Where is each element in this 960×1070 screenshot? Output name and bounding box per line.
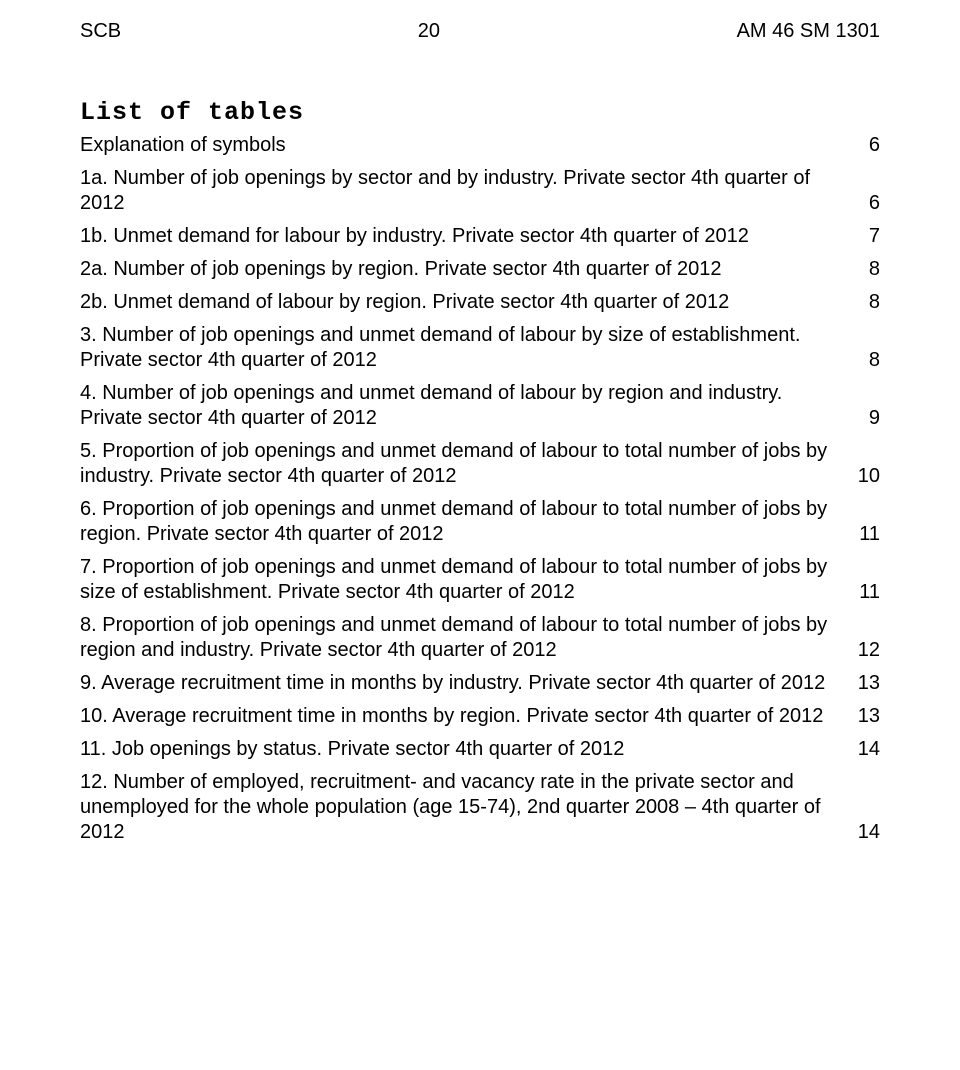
toc-entry-page: 13 xyxy=(840,671,880,696)
toc-entry-text: 9. Average recruitment time in months by… xyxy=(80,671,840,696)
toc-entry: 5. Proportion of job openings and unmet … xyxy=(80,439,880,489)
toc-entry-page: 6 xyxy=(840,133,880,158)
toc-entry-text: 7. Proportion of job openings and unmet … xyxy=(80,555,840,605)
toc-entry: 9. Average recruitment time in months by… xyxy=(80,671,880,696)
toc-entry-text: 12. Number of employed, recruitment- and… xyxy=(80,770,840,845)
toc-entry: Explanation of symbols 6 xyxy=(80,133,880,158)
header-right: AM 46 SM 1301 xyxy=(737,20,880,43)
toc-entry-text: Explanation of symbols xyxy=(80,133,840,158)
toc-entry-page: 6 xyxy=(840,191,880,216)
toc-entry-text: 10. Average recruitment time in months b… xyxy=(80,704,840,729)
toc-entry: 8. Proportion of job openings and unmet … xyxy=(80,613,880,663)
toc-entry-page: 11 xyxy=(840,580,880,605)
toc-entry-page: 12 xyxy=(840,638,880,663)
toc-entry-page: 14 xyxy=(840,737,880,762)
toc-entry-text: 6. Proportion of job openings and unmet … xyxy=(80,497,840,547)
toc-entry: 2b. Unmet demand of labour by region. Pr… xyxy=(80,290,880,315)
toc-entry-page: 14 xyxy=(840,820,880,845)
toc-entry-page: 8 xyxy=(840,290,880,315)
toc-entry: 7. Proportion of job openings and unmet … xyxy=(80,555,880,605)
toc-entry-text: 11. Job openings by status. Private sect… xyxy=(80,737,840,762)
toc-entry-text: 1a. Number of job openings by sector and… xyxy=(80,166,840,216)
page-header: SCB 20 AM 46 SM 1301 xyxy=(80,20,880,43)
toc-entry-page: 9 xyxy=(840,406,880,431)
toc-entry-text: 2b. Unmet demand of labour by region. Pr… xyxy=(80,290,840,315)
toc-entry: 11. Job openings by status. Private sect… xyxy=(80,737,880,762)
toc-entry: 4. Number of job openings and unmet dema… xyxy=(80,381,880,431)
toc-entry: 1b. Unmet demand for labour by industry.… xyxy=(80,224,880,249)
list-title: List of tables xyxy=(80,98,880,127)
toc-entry-text: 4. Number of job openings and unmet dema… xyxy=(80,381,840,431)
toc-entry-text: 8. Proportion of job openings and unmet … xyxy=(80,613,840,663)
toc-entry-page: 10 xyxy=(840,464,880,489)
toc-entry-text: 5. Proportion of job openings and unmet … xyxy=(80,439,840,489)
toc-entry-page: 8 xyxy=(840,348,880,373)
table-of-contents: Explanation of symbols 6 1a. Number of j… xyxy=(80,133,880,845)
toc-entry-page: 8 xyxy=(840,257,880,282)
toc-entry-page: 11 xyxy=(840,522,880,547)
toc-entry: 6. Proportion of job openings and unmet … xyxy=(80,497,880,547)
toc-entry: 1a. Number of job openings by sector and… xyxy=(80,166,880,216)
toc-entry: 3. Number of job openings and unmet dema… xyxy=(80,323,880,373)
toc-entry-text: 1b. Unmet demand for labour by industry.… xyxy=(80,224,840,249)
header-left: SCB xyxy=(80,20,121,43)
toc-entry-page: 7 xyxy=(840,224,880,249)
toc-entry-text: 3. Number of job openings and unmet dema… xyxy=(80,323,840,373)
header-center-page-number: 20 xyxy=(418,20,440,43)
toc-entry: 12. Number of employed, recruitment- and… xyxy=(80,770,880,845)
toc-entry-page: 13 xyxy=(840,704,880,729)
toc-entry: 2a. Number of job openings by region. Pr… xyxy=(80,257,880,282)
toc-entry-text: 2a. Number of job openings by region. Pr… xyxy=(80,257,840,282)
toc-entry: 10. Average recruitment time in months b… xyxy=(80,704,880,729)
